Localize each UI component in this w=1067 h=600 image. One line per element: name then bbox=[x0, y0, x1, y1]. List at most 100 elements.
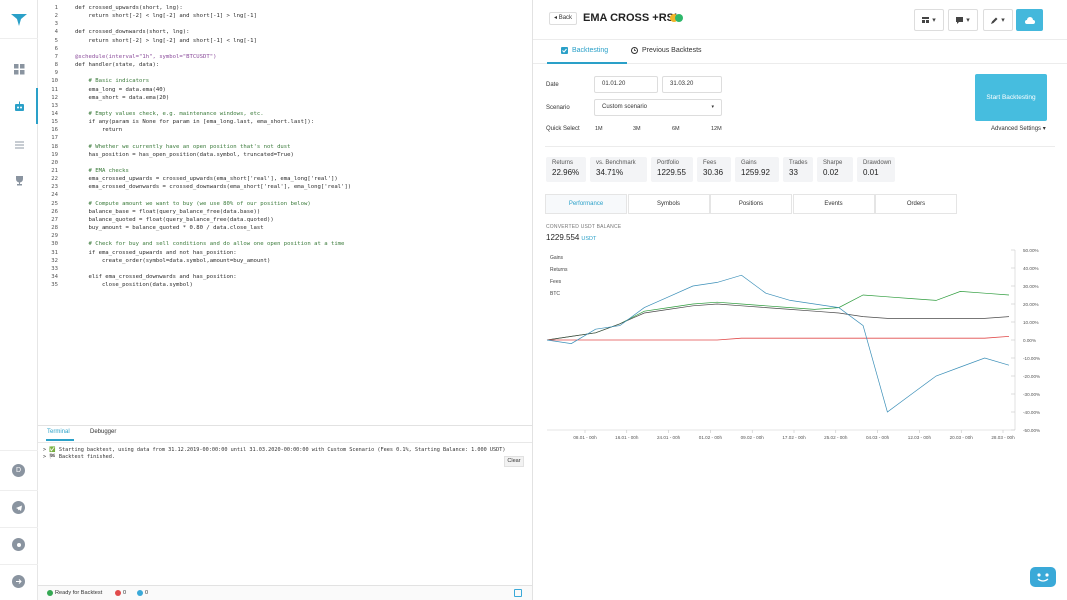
cloud-strategies-icon[interactable] bbox=[12, 137, 26, 151]
line-number: 26 bbox=[51, 208, 58, 215]
date-from-input[interactable]: 01.01.20 bbox=[594, 76, 658, 93]
code-line[interactable]: # Empty values check, e.g. maintenance w… bbox=[75, 110, 264, 117]
pencil-icon bbox=[991, 17, 998, 24]
quick-select-1m[interactable]: 1M bbox=[595, 126, 603, 132]
tab-debugger[interactable]: Debugger bbox=[90, 429, 117, 435]
code-line[interactable]: return short[-2] < lng[-2] and short[-1]… bbox=[75, 13, 257, 20]
tab-orders[interactable]: Orders bbox=[875, 194, 957, 214]
back-button[interactable]: ◂ Back bbox=[549, 12, 578, 25]
ready-text: Ready for Backtest bbox=[55, 590, 103, 596]
quick-select-3m[interactable]: 3M bbox=[633, 126, 641, 132]
layout-dropdown-button[interactable]: ▾ bbox=[914, 9, 944, 31]
code-line[interactable]: def crossed_upwards(short, lng): bbox=[75, 5, 183, 11]
tab-events[interactable]: Events bbox=[792, 194, 875, 214]
info-icon bbox=[137, 590, 143, 596]
error-count[interactable]: 0 bbox=[115, 590, 126, 596]
tab-symbols[interactable]: Symbols bbox=[627, 194, 710, 214]
series-line-btc[interactable] bbox=[546, 274, 1010, 413]
scenario-value: Custom scenario bbox=[602, 104, 648, 110]
line-number: 21 bbox=[51, 168, 58, 174]
y-tick-label: 30.00% bbox=[1023, 284, 1039, 289]
chevron-down-icon: ▾ bbox=[711, 104, 714, 110]
advanced-settings-toggle[interactable]: Advanced Settings ▾ bbox=[991, 126, 1046, 132]
code-line[interactable]: @schedule(interval="1h", symbol="BTCUSDT… bbox=[75, 53, 217, 60]
edit-dropdown-button[interactable]: ▾ bbox=[983, 9, 1013, 31]
tab-performance[interactable]: Performance bbox=[545, 194, 627, 214]
usdt-coin-icon bbox=[675, 14, 683, 22]
logo-icon[interactable] bbox=[10, 10, 28, 28]
code-line[interactable]: if any(param is None for param in [ema_l… bbox=[75, 119, 315, 126]
cloud-upload-button[interactable] bbox=[1016, 9, 1043, 31]
code-line[interactable]: if ema_crossed_upwards and not has_posit… bbox=[75, 249, 237, 256]
check-icon bbox=[47, 590, 53, 596]
code-line[interactable]: elif ema_crossed_downwards and has_posit… bbox=[75, 273, 237, 280]
code-line[interactable]: def crossed_downwards(short, lng): bbox=[75, 29, 190, 36]
code-editor[interactable]: 1 def crossed_upwards(short, lng): 2 retur… bbox=[38, 0, 532, 425]
code-line[interactable]: create_order(symbol=data.symbol,amount=b… bbox=[75, 257, 271, 264]
user-avatar-icon[interactable]: D bbox=[12, 464, 25, 477]
line-number: 24 bbox=[51, 192, 58, 199]
tab-previous-backtests[interactable]: Previous Backtests bbox=[631, 47, 702, 54]
error-icon bbox=[115, 590, 121, 596]
line-number: 29 bbox=[51, 233, 58, 240]
clear-button[interactable]: Clear bbox=[504, 456, 524, 467]
scenario-select[interactable]: Custom scenario ▾ bbox=[594, 99, 722, 116]
ready-status: Ready for Backtest bbox=[47, 590, 102, 596]
info-count[interactable]: 0 bbox=[137, 590, 148, 596]
robot-icon[interactable] bbox=[12, 99, 26, 113]
code-line[interactable]: ema_crossed_downwards = crossed_downward… bbox=[75, 184, 352, 191]
code-line[interactable]: # Whether we currently have an open posi… bbox=[75, 143, 291, 150]
nav-active-indicator bbox=[36, 88, 38, 124]
series-line-fees[interactable] bbox=[547, 336, 1010, 341]
terminal-output: > ✅ Starting backtest, using data from 3… bbox=[38, 442, 532, 582]
code-line[interactable]: ema_crossed_upwards = crossed_upwards(em… bbox=[75, 176, 338, 183]
start-backtesting-button[interactable]: Start Backtesting bbox=[975, 74, 1047, 121]
tab-backtesting-label: Backtesting bbox=[572, 47, 609, 54]
stat-card: Fees 30.36 bbox=[697, 157, 731, 182]
layout-toggle-icon[interactable] bbox=[514, 589, 522, 597]
code-line[interactable]: # Check for buy and sell conditions and … bbox=[75, 241, 345, 248]
code-line[interactable]: # Basic indicators bbox=[75, 78, 150, 85]
code-line[interactable]: return bbox=[75, 127, 123, 134]
logout-icon[interactable] bbox=[12, 575, 25, 588]
code-line[interactable]: buy_amount = balance_quoted * 0.80 / dat… bbox=[75, 225, 264, 232]
legend-item[interactable]: Fees bbox=[550, 279, 562, 285]
settings-icon[interactable] bbox=[12, 538, 25, 551]
stat-value: 30.36 bbox=[703, 168, 724, 177]
performance-chart[interactable]: 50.00% 40.00% 30.00% 20.00% 10.00% 0.00% -10.0… bbox=[545, 244, 1055, 444]
comments-dropdown-button[interactable]: ▾ bbox=[948, 9, 978, 31]
code-line[interactable]: close_position(data.symbol) bbox=[75, 282, 193, 289]
code-line[interactable]: has_position = has_open_position(data.sy… bbox=[75, 151, 294, 158]
left-nav: D bbox=[0, 0, 38, 600]
chat-support-button[interactable] bbox=[1030, 567, 1056, 587]
code-line[interactable]: # Compute amount we want to buy (we use … bbox=[75, 200, 311, 207]
quick-select-12m[interactable]: 12M bbox=[711, 126, 722, 132]
panel-divider[interactable] bbox=[532, 0, 533, 600]
tab-backtesting[interactable]: Backtesting bbox=[561, 47, 608, 54]
date-to-input[interactable]: 31.03.20 bbox=[662, 76, 722, 93]
code-line[interactable]: def handler(state, data): bbox=[75, 62, 160, 69]
dashboard-icon[interactable] bbox=[12, 62, 26, 76]
stat-label: Drawdown bbox=[863, 160, 892, 166]
code-line[interactable]: balance_quoted = float(query_balance_fre… bbox=[75, 216, 274, 223]
telegram-icon[interactable] bbox=[12, 501, 25, 514]
code-line[interactable]: ema_short = data.ema(20) bbox=[75, 94, 170, 101]
line-number: 3 bbox=[54, 21, 58, 28]
series-line-returns[interactable] bbox=[546, 303, 1010, 341]
tab-terminal[interactable]: Terminal bbox=[47, 429, 70, 435]
series-line-gains[interactable] bbox=[546, 291, 1010, 341]
trophy-icon[interactable] bbox=[12, 173, 26, 187]
code-line[interactable]: balance_base = float(query_balance_free(… bbox=[75, 208, 261, 215]
quick-select-6m[interactable]: 6M bbox=[672, 126, 680, 132]
cloud-icon bbox=[1024, 16, 1035, 24]
code-line[interactable]: # EMA checks bbox=[75, 168, 129, 174]
avatar-letter: D bbox=[15, 467, 22, 474]
legend-item[interactable]: Returns bbox=[550, 267, 568, 273]
chat-bot-icon bbox=[1037, 573, 1049, 582]
code-line[interactable]: return short[-2] > lng[-2] and short[-1]… bbox=[75, 37, 257, 44]
legend-item[interactable]: BTC bbox=[550, 291, 560, 297]
stat-card: Returns 22.96% bbox=[546, 157, 586, 182]
code-line[interactable]: ema_long = data.ema(40) bbox=[75, 86, 166, 93]
legend-item[interactable]: Gains bbox=[550, 255, 564, 261]
tab-positions[interactable]: Positions bbox=[710, 194, 792, 214]
